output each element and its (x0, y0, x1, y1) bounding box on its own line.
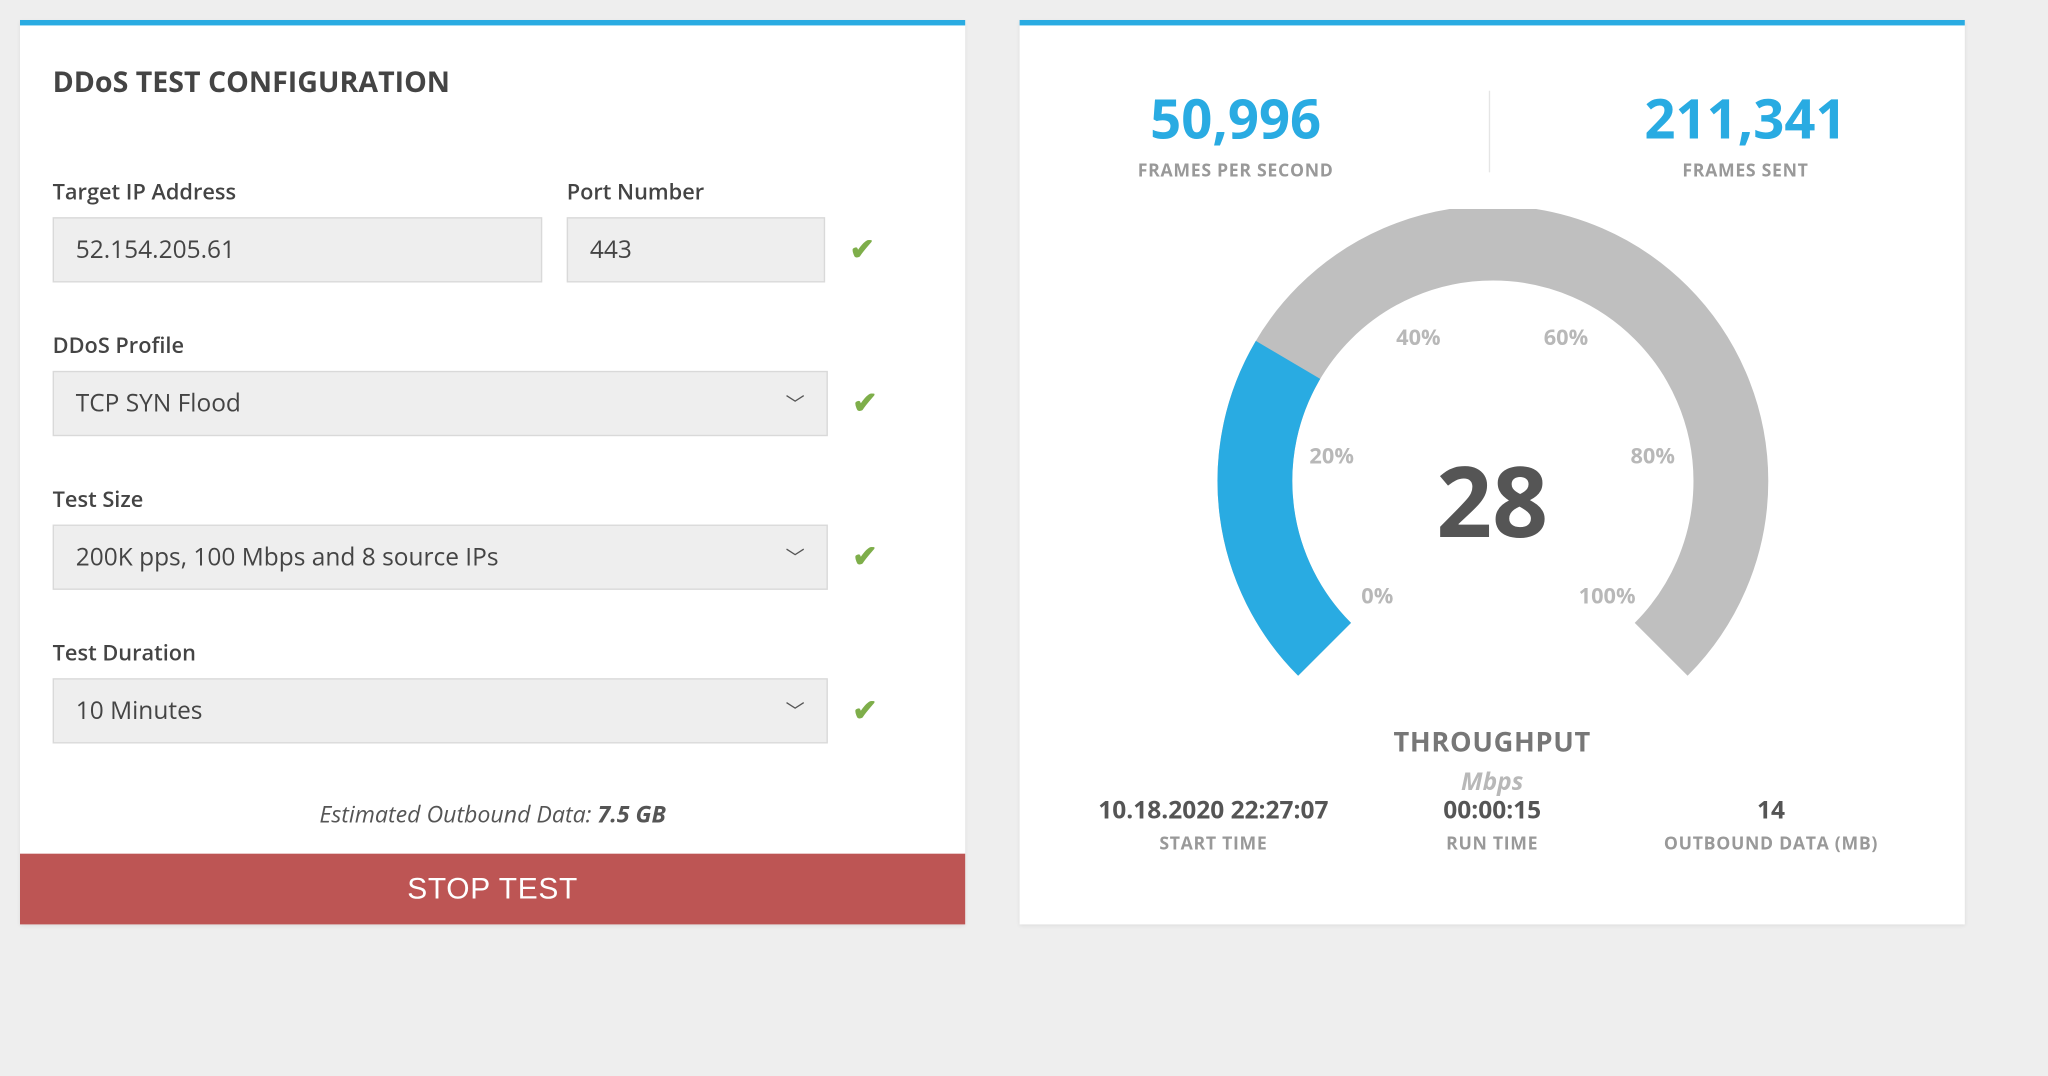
gauge-value: 28 (1393, 433, 1590, 566)
ip-input[interactable]: 52.154.205.61 (53, 217, 543, 282)
divider (1488, 90, 1489, 172)
outbound-value: 14 (1632, 794, 1911, 827)
run-time-stat: 00:00:15 RUN TIME (1353, 794, 1632, 855)
gauge-tick: 20% (1309, 441, 1353, 471)
bottom-stats: 10.18.2020 22:27:07 START TIME 00:00:15 … (1060, 794, 1924, 855)
size-select[interactable]: 200K pps, 100 Mbps and 8 source IPs ﹀ (53, 525, 828, 590)
gauge-tick: 100% (1579, 581, 1636, 611)
size-value: 200K pps, 100 Mbps and 8 source IPs (76, 541, 499, 574)
port-label: Port Number (567, 176, 825, 206)
panel-title: DDoS TEST CONFIGURATION (20, 25, 965, 115)
sent-value: 211,341 (1644, 80, 1846, 155)
start-time-value: 10.18.2020 22:27:07 (1074, 794, 1353, 827)
ip-label: Target IP Address (53, 176, 543, 206)
duration-label: Test Duration (53, 637, 828, 667)
top-stats: 50,996 FRAMES PER SECOND 211,341 FRAMES … (1060, 80, 1924, 182)
run-time-label: RUN TIME (1353, 831, 1632, 855)
check-icon: ✔ (850, 228, 888, 282)
profile-select[interactable]: TCP SYN Flood ﹀ (53, 371, 828, 436)
duration-value: 10 Minutes (76, 695, 203, 728)
gauge-tick: 60% (1544, 321, 1588, 351)
duration-select[interactable]: 10 Minutes ﹀ (53, 678, 828, 743)
check-icon: ✔ (852, 382, 890, 436)
config-form: Target IP Address 52.154.205.61 Port Num… (20, 115, 965, 829)
fps-stat: 50,996 FRAMES PER SECOND (1138, 80, 1334, 182)
gauge-tick: 80% (1630, 441, 1674, 471)
chevron-down-icon: ﹀ (786, 390, 805, 417)
profile-value: TCP SYN Flood (76, 387, 241, 420)
size-label: Test Size (53, 484, 828, 514)
sent-label: FRAMES SENT (1644, 157, 1846, 181)
run-time-value: 00:00:15 (1353, 794, 1632, 827)
estimate-prefix: Estimated Outbound Data: (319, 798, 597, 829)
chevron-down-icon: ﹀ (786, 697, 805, 724)
fps-value: 50,996 (1138, 80, 1334, 155)
estimate-value: 7.5 GB (597, 798, 665, 829)
throughput-gauge: 28 THROUGHPUT Mbps 0%20%40%60%80%100% (1166, 209, 1819, 753)
sent-stat: 211,341 FRAMES SENT (1644, 80, 1846, 182)
fps-label: FRAMES PER SECOND (1138, 157, 1334, 181)
stats-panel: 50,996 FRAMES PER SECOND 211,341 FRAMES … (1020, 20, 1965, 924)
port-value: 443 (590, 234, 632, 267)
start-time-stat: 10.18.2020 22:27:07 START TIME (1074, 794, 1353, 855)
start-time-label: START TIME (1074, 831, 1353, 855)
gauge-tick: 40% (1396, 321, 1440, 351)
gauge-title: THROUGHPUT (1393, 723, 1590, 760)
estimate-text: Estimated Outbound Data: 7.5 GB (53, 798, 933, 829)
outbound-stat: 14 OUTBOUND DATA (MB) (1632, 794, 1911, 855)
check-icon: ✔ (852, 689, 890, 743)
check-icon: ✔ (852, 535, 890, 589)
gauge-unit: Mbps (1393, 765, 1590, 798)
gauge-tick: 0% (1361, 581, 1393, 611)
chevron-down-icon: ﹀ (786, 544, 805, 571)
ip-value: 52.154.205.61 (76, 234, 235, 267)
outbound-label: OUTBOUND DATA (MB) (1632, 831, 1911, 855)
stop-test-button[interactable]: STOP TEST (20, 854, 965, 925)
profile-label: DDoS Profile (53, 330, 828, 360)
port-input[interactable]: 443 (567, 217, 825, 282)
config-panel: DDoS TEST CONFIGURATION Target IP Addres… (20, 20, 965, 924)
